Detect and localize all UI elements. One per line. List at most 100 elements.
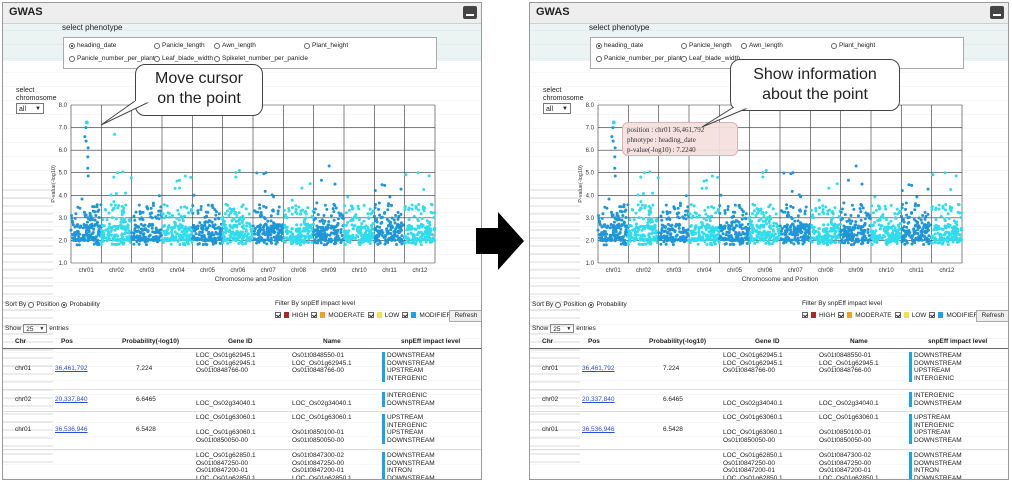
radio-icon[interactable] [154, 42, 160, 49]
data-point[interactable] [137, 242, 141, 246]
data-point[interactable] [187, 227, 191, 231]
data-point[interactable] [846, 230, 850, 234]
data-point[interactable] [750, 223, 754, 227]
data-point[interactable] [249, 224, 253, 228]
data-point[interactable] [796, 224, 800, 228]
data-point[interactable] [123, 220, 127, 224]
data-point[interactable] [653, 238, 657, 242]
data-point[interactable] [151, 201, 155, 205]
data-point[interactable] [946, 222, 950, 226]
data-point[interactable] [626, 234, 630, 238]
data-point[interactable] [398, 224, 402, 228]
data-point[interactable] [687, 212, 691, 216]
data-point[interactable] [677, 226, 681, 230]
data-point[interactable] [816, 242, 820, 246]
data-point[interactable] [242, 226, 246, 230]
data-point[interactable] [70, 219, 74, 223]
data-point[interactable] [342, 217, 346, 221]
data-point[interactable] [685, 235, 689, 239]
data-point[interactable] [748, 231, 752, 235]
data-point[interactable] [99, 203, 103, 207]
data-point[interactable] [170, 228, 174, 232]
data-point[interactable] [200, 227, 204, 231]
data-point[interactable] [423, 237, 427, 241]
data-point[interactable] [244, 228, 248, 232]
data-point[interactable] [716, 175, 720, 179]
data-point[interactable] [380, 233, 384, 237]
data-point[interactable] [247, 212, 251, 216]
data-point[interactable] [730, 239, 734, 243]
data-point[interactable] [388, 222, 392, 226]
table-header-cell[interactable]: Pos [588, 338, 600, 345]
data-point[interactable] [824, 229, 828, 233]
data-point[interactable] [874, 229, 878, 233]
data-point[interactable] [364, 234, 368, 238]
data-point[interactable] [913, 204, 917, 208]
data-point[interactable] [370, 223, 374, 227]
data-point[interactable] [753, 241, 757, 245]
data-point[interactable] [90, 225, 94, 229]
data-point[interactable] [905, 213, 909, 217]
data-point[interactable] [779, 209, 783, 213]
data-point[interactable] [395, 234, 399, 238]
data-point[interactable] [366, 226, 370, 230]
data-point[interactable] [723, 209, 727, 213]
table-header-cell[interactable]: Chr [542, 338, 554, 345]
data-point[interactable] [351, 227, 355, 231]
data-point[interactable] [419, 243, 423, 247]
data-point[interactable] [311, 215, 315, 219]
data-point[interactable] [885, 228, 889, 232]
data-point[interactable] [221, 241, 225, 245]
data-point[interactable] [214, 210, 218, 214]
data-point[interactable] [343, 224, 347, 228]
data-point[interactable] [719, 193, 723, 197]
data-point[interactable] [243, 232, 247, 236]
data-point[interactable] [157, 237, 161, 241]
data-point[interactable] [838, 222, 842, 226]
data-point[interactable] [921, 213, 925, 217]
data-point[interactable] [237, 168, 241, 172]
radio-icon[interactable] [304, 42, 310, 49]
data-point[interactable] [619, 238, 623, 242]
data-point[interactable] [738, 223, 742, 227]
data-point[interactable] [768, 224, 772, 228]
data-point[interactable] [789, 204, 793, 208]
data-point[interactable] [337, 236, 341, 240]
data-point[interactable] [229, 211, 233, 215]
data-point[interactable] [89, 214, 93, 218]
data-point[interactable] [708, 219, 712, 223]
data-point[interactable] [180, 237, 184, 241]
data-point[interactable] [776, 224, 780, 228]
data-point[interactable] [357, 218, 361, 222]
data-point[interactable] [624, 230, 628, 234]
data-point[interactable] [139, 237, 143, 241]
data-point[interactable] [939, 214, 943, 218]
data-point[interactable] [185, 230, 189, 234]
data-point[interactable] [310, 235, 314, 239]
data-point[interactable] [862, 231, 866, 235]
data-point[interactable] [896, 231, 900, 235]
data-point[interactable] [86, 174, 90, 178]
data-point[interactable] [289, 242, 293, 246]
data-point[interactable] [950, 237, 954, 241]
data-point[interactable] [163, 237, 167, 241]
data-point[interactable] [817, 212, 821, 216]
data-point[interactable] [88, 211, 92, 215]
data-point[interactable] [919, 236, 923, 240]
data-point[interactable] [300, 239, 304, 243]
data-point[interactable] [207, 224, 211, 228]
data-point[interactable] [869, 217, 873, 221]
data-point[interactable] [155, 240, 159, 244]
data-point[interactable] [824, 205, 828, 209]
data-point[interactable] [796, 214, 800, 218]
data-point[interactable] [891, 229, 895, 233]
data-point[interactable] [183, 205, 187, 209]
data-point[interactable] [386, 204, 390, 208]
data-point[interactable] [234, 170, 238, 174]
data-point[interactable] [167, 224, 171, 228]
data-point[interactable] [139, 222, 143, 226]
data-point[interactable] [880, 224, 884, 228]
data-point[interactable] [887, 240, 891, 244]
data-point[interactable] [734, 224, 738, 228]
filter-high-checkbox[interactable] [802, 312, 808, 318]
